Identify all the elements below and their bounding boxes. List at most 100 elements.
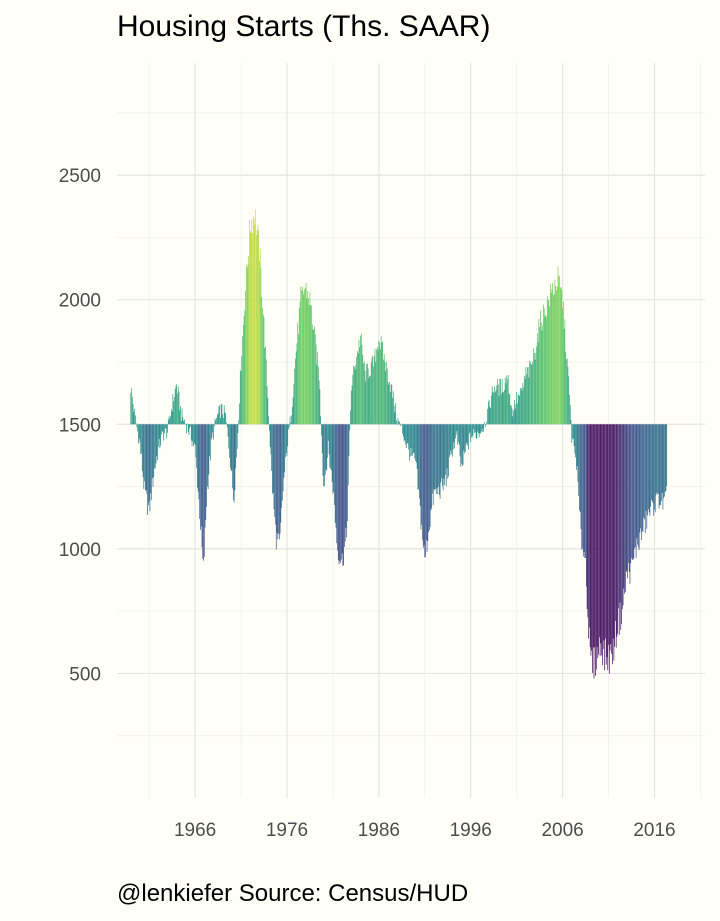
- bar: [300, 287, 302, 425]
- bar: [315, 344, 317, 425]
- bar: [203, 424, 204, 561]
- bar: [341, 424, 343, 554]
- bar: [660, 424, 661, 505]
- bar: [277, 424, 279, 540]
- bar: [598, 424, 599, 655]
- bar: [406, 424, 407, 449]
- bar: [194, 424, 196, 445]
- bar: [401, 424, 403, 426]
- bar: [625, 424, 626, 593]
- bar: [393, 391, 394, 425]
- x-tick-label: 1966: [174, 820, 216, 841]
- bar: [190, 424, 191, 427]
- bar: [187, 424, 189, 432]
- bar: [143, 424, 145, 489]
- bar: [192, 424, 194, 442]
- bar: [294, 368, 295, 425]
- bar: [360, 335, 361, 425]
- bar: [440, 424, 442, 483]
- bar: [372, 355, 374, 425]
- bar: [651, 424, 652, 500]
- bar: [562, 308, 563, 425]
- bar: [649, 424, 651, 516]
- bar: [385, 371, 387, 425]
- bar: [647, 424, 648, 516]
- bar: [353, 365, 354, 425]
- bar: [154, 424, 155, 469]
- bar: [134, 408, 135, 425]
- bar: [252, 216, 254, 425]
- bar: [251, 220, 253, 425]
- bar: [589, 424, 590, 628]
- bar: [648, 424, 650, 513]
- bar: [154, 424, 156, 469]
- bar: [306, 298, 308, 425]
- bar: [511, 408, 513, 425]
- bar: [487, 408, 488, 425]
- bar: [334, 424, 336, 523]
- bar: [269, 424, 271, 448]
- bar: [149, 424, 151, 512]
- bar: [144, 424, 145, 482]
- bar: [462, 424, 464, 465]
- bar: [243, 316, 245, 425]
- bar: [429, 424, 431, 527]
- bar: [283, 424, 285, 478]
- bar: [329, 424, 331, 468]
- bar: [350, 390, 352, 425]
- bar: [549, 306, 550, 425]
- bar: [142, 424, 144, 478]
- bar: [654, 424, 655, 510]
- bar: [369, 375, 370, 425]
- bar: [218, 406, 220, 425]
- bar: [409, 424, 411, 457]
- bar: [609, 424, 611, 651]
- bar: [239, 370, 241, 425]
- bar: [170, 415, 171, 425]
- bar: [461, 424, 463, 467]
- bar: [478, 424, 480, 438]
- bar: [285, 424, 286, 458]
- bar: [449, 424, 451, 456]
- bar: [427, 424, 429, 542]
- bar: [301, 290, 302, 425]
- bar: [584, 424, 586, 558]
- bar: [367, 363, 368, 425]
- bar: [403, 424, 405, 442]
- bar: [604, 424, 606, 671]
- bar: [387, 382, 389, 425]
- bar: [578, 424, 580, 496]
- bar: [151, 424, 153, 479]
- bar: [444, 424, 446, 486]
- bar: [621, 424, 622, 624]
- bar: [477, 424, 478, 432]
- bar: [204, 424, 206, 528]
- bar: [180, 406, 181, 425]
- bar: [398, 421, 400, 425]
- bar: [269, 424, 270, 431]
- bar: [237, 424, 239, 434]
- bar: [481, 424, 482, 432]
- bar: [311, 324, 313, 425]
- bar: [434, 424, 436, 491]
- bar: [295, 358, 296, 425]
- bar: [574, 424, 576, 454]
- bar: [581, 424, 583, 550]
- y-tick-label: 1500: [59, 415, 101, 436]
- bar: [181, 408, 183, 425]
- bar: [196, 424, 197, 468]
- bar: [563, 301, 564, 425]
- bar: [428, 424, 429, 533]
- bar: [538, 319, 540, 425]
- bar: [229, 424, 231, 468]
- bar: [425, 424, 427, 541]
- bar: [253, 218, 255, 425]
- bar: [187, 424, 188, 425]
- bar: [290, 422, 292, 425]
- bar: [561, 289, 563, 425]
- bar: [544, 316, 546, 425]
- bar: [550, 292, 552, 425]
- bar: [240, 370, 242, 425]
- bar: [459, 424, 461, 457]
- bar: [359, 347, 361, 425]
